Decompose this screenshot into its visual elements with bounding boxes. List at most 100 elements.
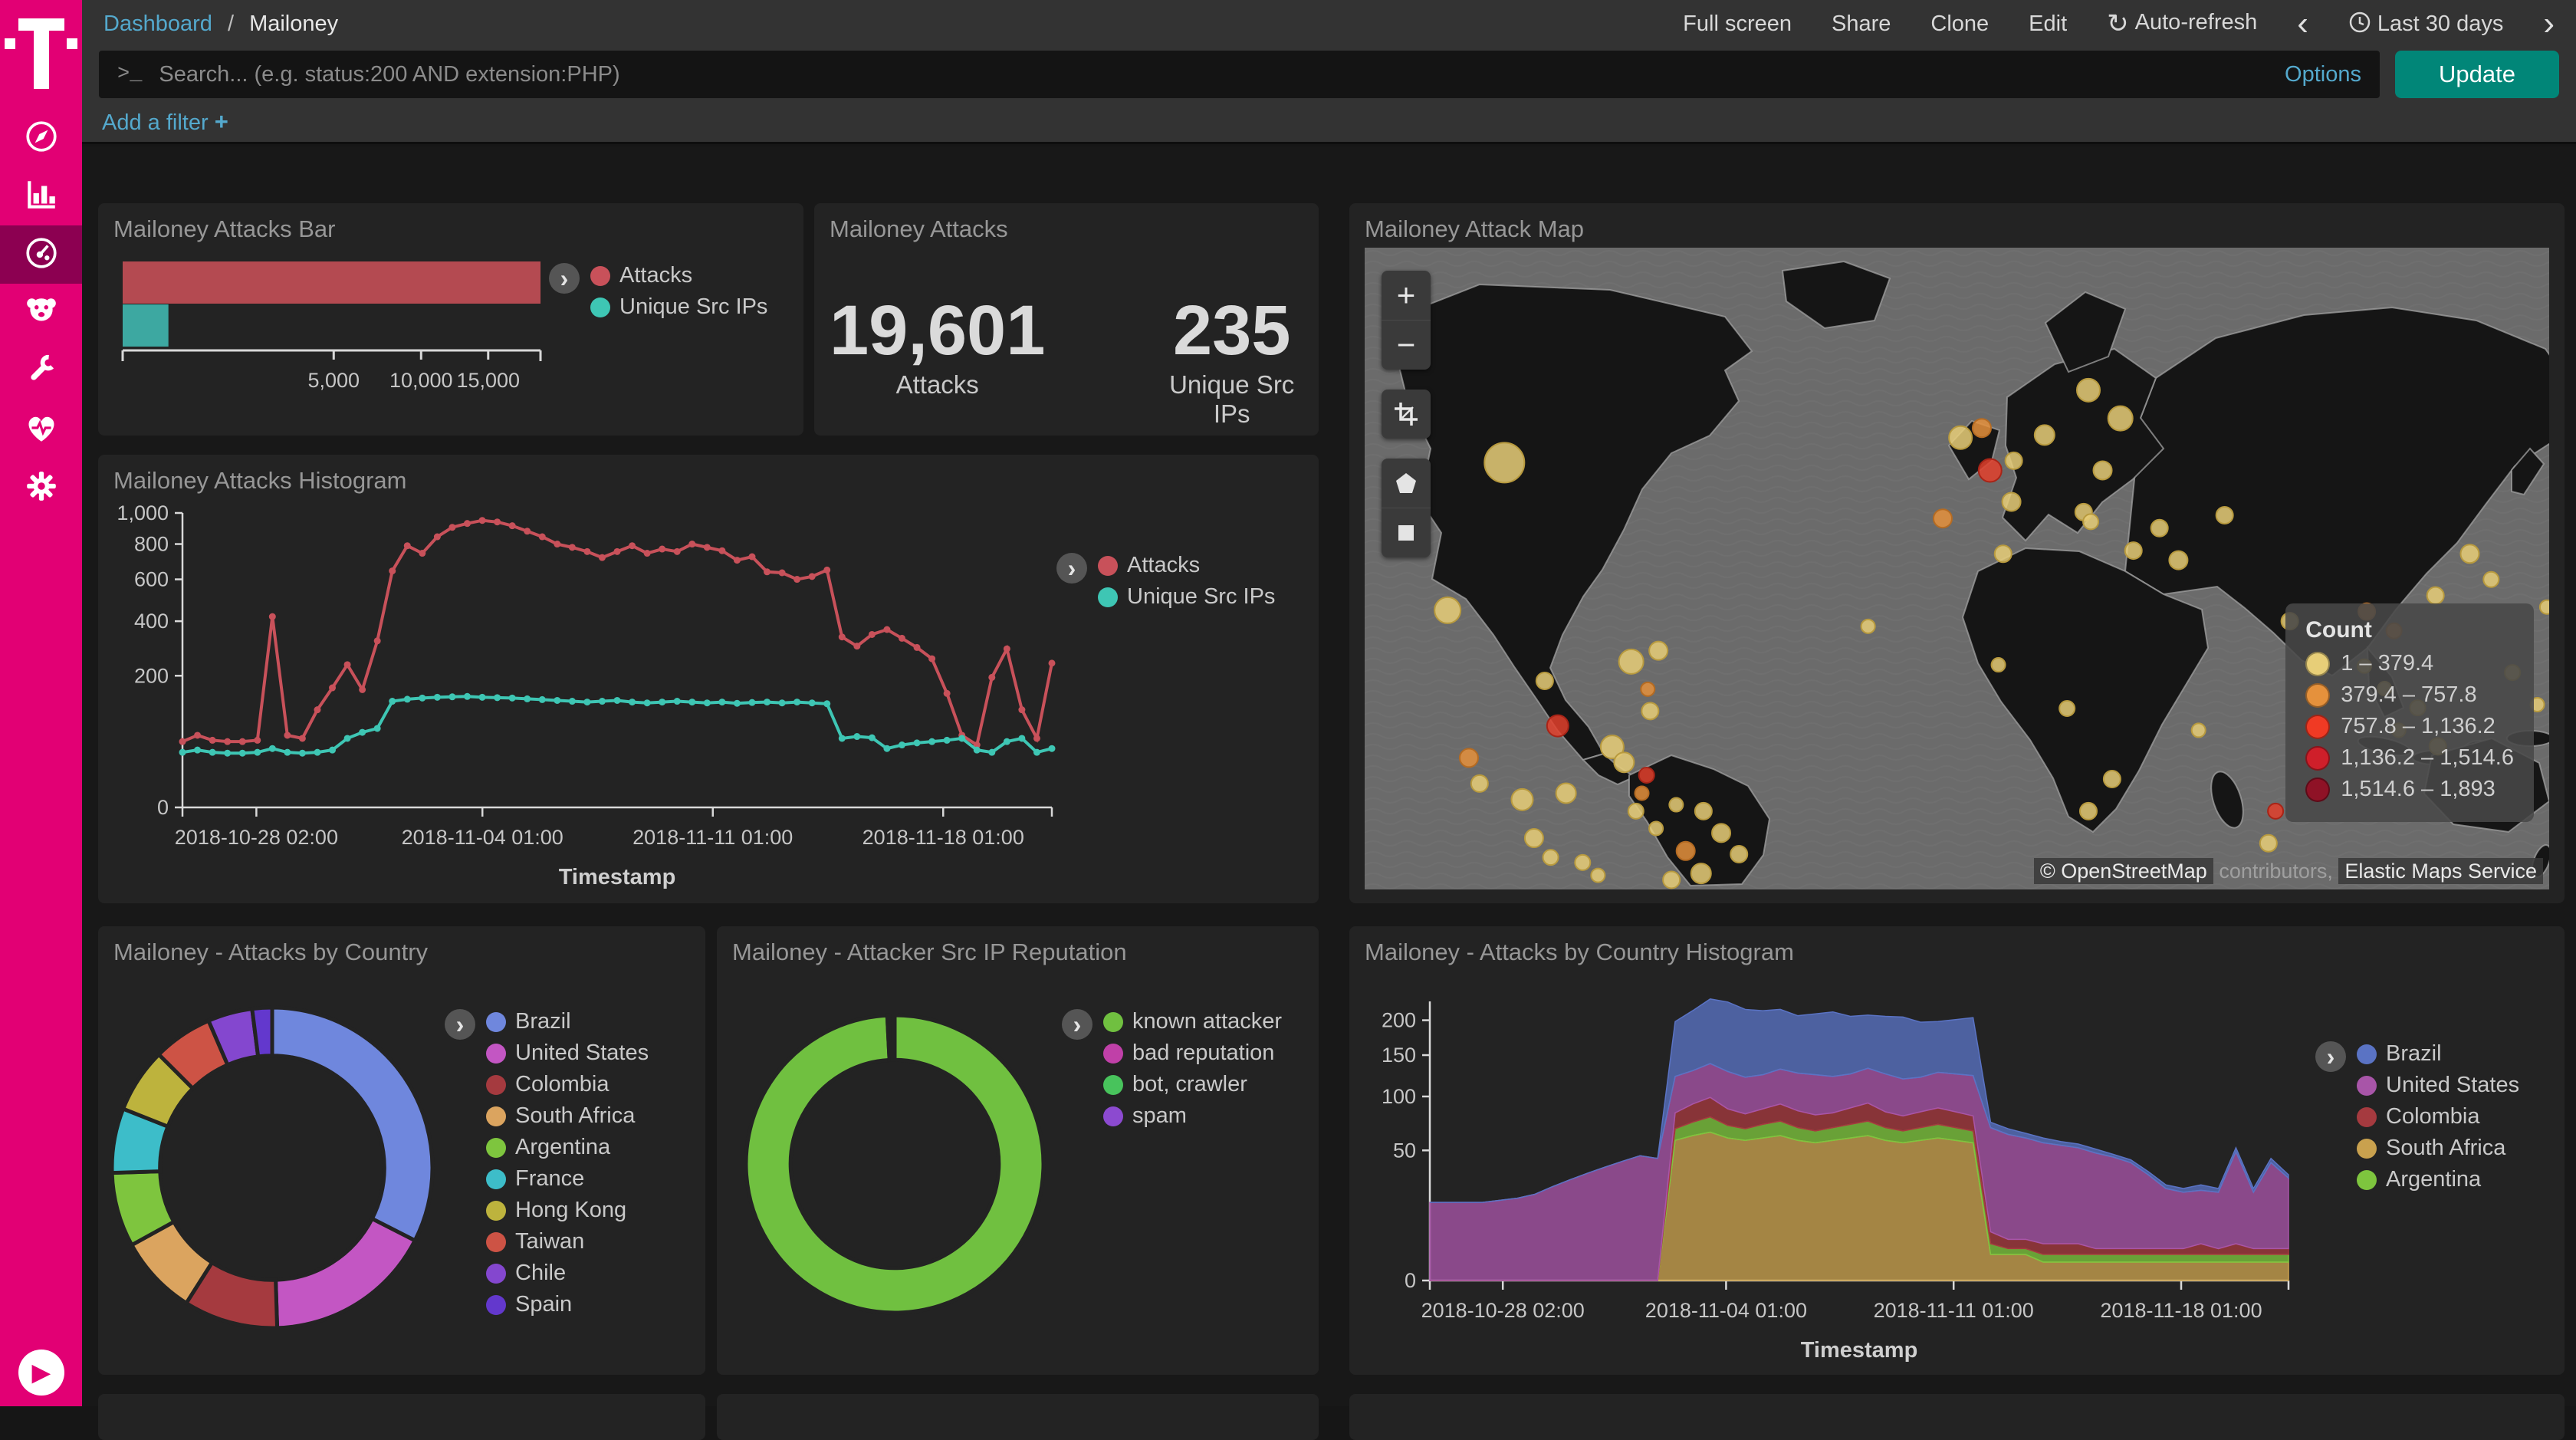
legend-item[interactable]: Hong Kong	[486, 1198, 649, 1223]
query-options-link[interactable]: Options	[2285, 61, 2361, 87]
map-fit-bounds-button[interactable]	[1382, 390, 1431, 439]
legend-item[interactable]: Argentina	[2357, 1167, 2519, 1192]
sidebar-item-monitoring[interactable]	[0, 400, 82, 459]
legend-item[interactable]: Unique Src IPs	[590, 294, 767, 320]
panel-title[interactable]: Mailoney - Attacks by Country Histogram	[1365, 939, 1794, 965]
legend-label: Unique Src IPs	[1127, 584, 1276, 609]
time-back-chevron[interactable]: ‹	[2297, 5, 2308, 42]
attacks-histogram-chart[interactable]: 0 200 400 600 800 1,000 2018-10-28 02:00 2018-1…	[106, 495, 1296, 893]
world-map[interactable]	[1365, 248, 2549, 889]
legend-label: South Africa	[515, 1103, 636, 1128]
legend-expand-chevron[interactable]: ›	[549, 263, 580, 294]
legend-color-dot	[2305, 651, 2331, 676]
legend-label: Colombia	[2386, 1104, 2480, 1129]
legend-expand-chevron[interactable]: ›	[445, 1009, 475, 1040]
legend-expand-chevron[interactable]: ›	[2315, 1041, 2346, 1072]
legend-color-dot	[486, 1263, 506, 1284]
panel-partial-3	[1349, 1394, 2564, 1440]
ems-attribution[interactable]: Elastic Maps Service	[2338, 858, 2543, 884]
legend-color-dot	[2305, 682, 2331, 708]
auto-refresh-button[interactable]: ↻ Auto-refresh	[2107, 9, 2258, 38]
legend-color-dot	[2305, 777, 2331, 802]
svg-text:0: 0	[1405, 1269, 1416, 1292]
legend-item[interactable]: South Africa	[2357, 1136, 2519, 1161]
clone-button[interactable]: Clone	[1930, 11, 1990, 36]
search-input[interactable]: >_ Search... (e.g. status:200 AND extens…	[99, 51, 2380, 98]
legend-item[interactable]: bad reputation	[1103, 1041, 1282, 1066]
panel-title[interactable]: Mailoney - Attacker Src IP Reputation	[732, 939, 1127, 965]
sidebar-item-timelion[interactable]	[0, 284, 82, 342]
metric-label: Unique Src IPs	[1169, 370, 1295, 428]
legend-item[interactable]: Unique Src IPs	[1098, 584, 1275, 610]
full-screen-button[interactable]: Full screen	[1683, 11, 1792, 36]
src-ip-reputation-donut[interactable]	[741, 1011, 1048, 1317]
legend-item[interactable]: France	[486, 1166, 649, 1192]
breadcrumb-dashboard-link[interactable]: Dashboard	[104, 11, 212, 36]
breadcrumb-current: Mailoney	[249, 11, 339, 36]
panel-title[interactable]: Mailoney Attack Map	[1365, 215, 1585, 242]
legend-color-dot	[2357, 1075, 2377, 1096]
sidebar-item-dev-tools[interactable]	[0, 342, 82, 400]
legend-item[interactable]: South Africa	[486, 1103, 649, 1129]
legend-item[interactable]: Brazil	[2357, 1041, 2519, 1067]
legend-label: Unique Src IPs	[619, 294, 768, 319]
map-legend-item: 1 – 379.4	[2305, 651, 2514, 676]
panel-title[interactable]: Mailoney - Attacks by Country	[113, 939, 429, 965]
legend-item[interactable]: United States	[486, 1041, 649, 1066]
edit-button[interactable]: Edit	[2029, 11, 2068, 36]
panel-attacks-metric: Mailoney Attacks 19,601 Attacks 235 Uniq…	[814, 203, 1319, 436]
legend-item[interactable]: Colombia	[2357, 1104, 2519, 1129]
app-sidebar: ▶	[0, 0, 82, 1406]
attack-map[interactable]: + − Count	[1365, 248, 2549, 889]
legend-item[interactable]: spam	[1103, 1103, 1282, 1129]
continents	[1386, 260, 2549, 887]
legend-color-dot	[486, 1231, 506, 1252]
legend-item[interactable]: Brazil	[486, 1009, 649, 1034]
legend-item[interactable]: bot, crawler	[1103, 1072, 1282, 1097]
osm-attribution[interactable]: © OpenStreetMap	[2033, 858, 2213, 884]
update-button[interactable]: Update	[2395, 51, 2559, 98]
svg-text:600: 600	[134, 568, 169, 591]
legend-item[interactable]: Chile	[486, 1261, 649, 1286]
legend-item[interactable]: United States	[2357, 1073, 2519, 1098]
add-filter-link[interactable]: Add a filter +	[102, 107, 228, 135]
panel-src-ip-reputation: Mailoney - Attacker Src IP Reputation › …	[717, 926, 1319, 1375]
legend-label: Attacks	[619, 263, 693, 288]
time-range-picker[interactable]: Last 30 days	[2348, 11, 2503, 37]
sidebar-collapse-button[interactable]: ▶	[18, 1350, 64, 1396]
attacks-histogram-legend: › Attacks Unique Src IPs	[1056, 553, 1275, 616]
legend-item[interactable]: Taiwan	[486, 1229, 649, 1254]
legend-item[interactable]: known attacker	[1103, 1009, 1282, 1034]
legend-label: 379.4 – 757.8	[2341, 682, 2477, 707]
share-button[interactable]: Share	[1832, 11, 1891, 36]
country-histogram-chart[interactable]: 0 50 100 150 200 2018-10-28 02:00 2018-11-04 0…	[1357, 974, 2542, 1365]
sidebar-item-dashboard[interactable]	[0, 225, 82, 284]
legend-expand-chevron[interactable]: ›	[1062, 1009, 1092, 1040]
legend-expand-chevron[interactable]: ›	[1056, 553, 1087, 584]
map-draw-rectangle-button[interactable]	[1382, 508, 1431, 557]
legend-item[interactable]: Attacks	[590, 263, 767, 288]
map-zoom-in-button[interactable]: +	[1382, 271, 1431, 321]
sidebar-item-discover[interactable]	[0, 109, 82, 167]
map-draw-polygon-button[interactable]	[1382, 459, 1431, 508]
svg-text:2018-11-18 01:00: 2018-11-18 01:00	[863, 826, 1024, 849]
legend-item[interactable]: Colombia	[486, 1072, 649, 1097]
panel-title[interactable]: Mailoney Attacks Bar	[113, 215, 336, 242]
time-forward-chevron[interactable]: ›	[2543, 5, 2555, 42]
panel-title[interactable]: Mailoney Attacks Histogram	[113, 467, 407, 494]
attacks-by-country-pie[interactable]	[107, 1003, 437, 1333]
legend-color-dot	[486, 1011, 506, 1032]
heartbeat-icon	[24, 410, 59, 449]
legend-label: Argentina	[2386, 1167, 2482, 1192]
panel-title[interactable]: Mailoney Attacks	[830, 215, 1008, 242]
panel-attacks-by-country: Mailoney - Attacks by Country › Brazil Un…	[98, 926, 705, 1375]
attacks-bar-chart[interactable]: 5,000 10,000 15,000	[112, 254, 557, 422]
legend-item[interactable]: Spain	[486, 1292, 649, 1317]
filter-bar: Add a filter +	[82, 101, 2576, 144]
legend-item[interactable]: Argentina	[486, 1135, 649, 1160]
map-zoom-out-button[interactable]: −	[1396, 327, 1416, 363]
sidebar-item-visualize[interactable]	[0, 167, 82, 225]
legend-item[interactable]: Attacks	[1098, 553, 1275, 578]
legend-color-dot	[1103, 1011, 1123, 1032]
sidebar-item-management[interactable]	[0, 459, 82, 517]
